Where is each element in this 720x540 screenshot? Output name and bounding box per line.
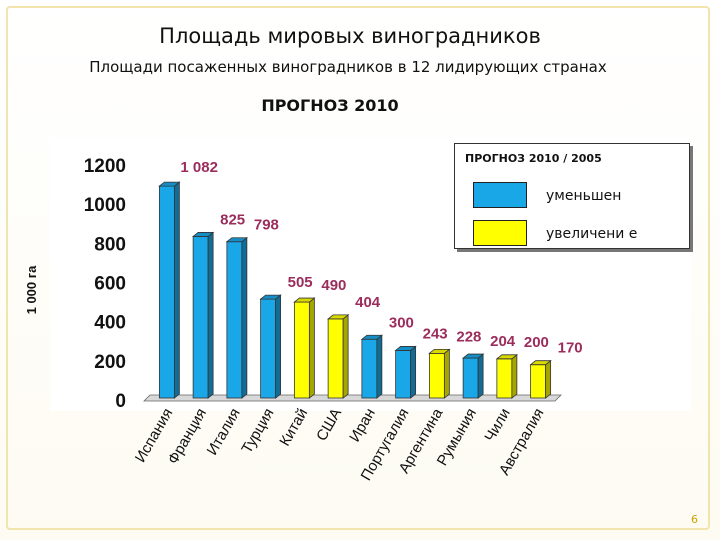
bar: [260, 298, 277, 399]
bar: [395, 350, 412, 399]
bar: [158, 185, 175, 399]
chart-floor: [143, 394, 562, 402]
x-tick-label: США: [313, 406, 345, 444]
bar: [496, 358, 513, 399]
data-label: 490: [321, 277, 346, 294]
bar: [530, 364, 547, 399]
bar-top: [326, 314, 350, 320]
data-label: 243: [423, 325, 448, 342]
data-label: 300: [389, 314, 414, 331]
y-tick-label: 1200: [84, 156, 126, 177]
data-label: 228: [456, 328, 481, 345]
bar-side: [275, 294, 282, 399]
bar-top: [158, 181, 181, 187]
bar-side: [443, 348, 450, 399]
slide-frame: [6, 6, 710, 530]
legend-swatch-increase: [473, 220, 527, 246]
data-label: 825: [220, 211, 245, 228]
forecast-heading: ПРОГНОЗ 2010: [261, 96, 399, 115]
y-axis-title: 1 000 га: [24, 265, 39, 315]
bar-side: [545, 359, 552, 399]
bar-top: [495, 354, 519, 360]
legend-title: ПРОГНОЗ 2010 / 2005: [465, 152, 602, 165]
y-tick-label: 600: [94, 274, 126, 295]
slide-title: Площадь мировых виноградников: [159, 24, 541, 48]
bar-side: [241, 236, 248, 399]
bar-top: [191, 232, 215, 237]
y-tick-label: 400: [94, 313, 126, 334]
legend-label-decrease: уменьшен: [546, 186, 658, 206]
y-tick-label: 200: [94, 352, 126, 373]
bar-top: [293, 297, 316, 303]
bar: [428, 352, 445, 399]
bar: [361, 338, 378, 399]
bar-side: [511, 354, 518, 399]
data-label: 204: [490, 333, 516, 350]
chart-legend: ПРОГНОЗ 2010 / 2005 уменьшен увеличени е: [454, 143, 690, 249]
x-tick-label: Китай: [276, 406, 311, 450]
bar: [192, 236, 209, 399]
bar: [293, 301, 310, 399]
bar-side: [376, 334, 383, 399]
data-label: 170: [558, 340, 583, 357]
bar-side: [308, 297, 315, 399]
slide-subtitle: Площади посаженных виноградников в 12 ли…: [89, 58, 607, 76]
bar-top: [428, 348, 451, 354]
x-tick-label: Иран: [346, 406, 379, 445]
y-tick-label: 800: [94, 234, 126, 255]
data-label: 404: [355, 294, 381, 311]
y-tick-label: 0: [115, 391, 126, 412]
bar-side: [410, 345, 417, 399]
y-tick-label: 1000: [84, 195, 126, 216]
x-tick-label: Италия: [204, 406, 244, 459]
data-label: 505: [288, 274, 313, 291]
bar-side: [207, 231, 214, 399]
bar: [462, 357, 479, 399]
page-number: 6: [691, 513, 698, 526]
bar-top: [225, 237, 249, 243]
bar-top: [259, 294, 282, 300]
bar: [327, 318, 344, 399]
bar-side: [173, 181, 180, 399]
data-label: 1 082: [180, 159, 218, 176]
data-label: 798: [254, 217, 279, 234]
bar-side: [342, 314, 349, 399]
legend-label-increase: увеличени е: [546, 224, 658, 244]
bar-top: [360, 334, 384, 340]
bar: [226, 241, 243, 399]
data-label: 200: [524, 334, 549, 351]
bar-side: [477, 353, 484, 399]
bar-top: [394, 346, 417, 351]
bar-top: [529, 360, 552, 366]
x-tick-label: Турция: [238, 406, 277, 457]
bar-top: [461, 353, 485, 359]
x-tick-label: Чили: [481, 406, 513, 445]
legend-swatch-decrease: [473, 182, 527, 208]
